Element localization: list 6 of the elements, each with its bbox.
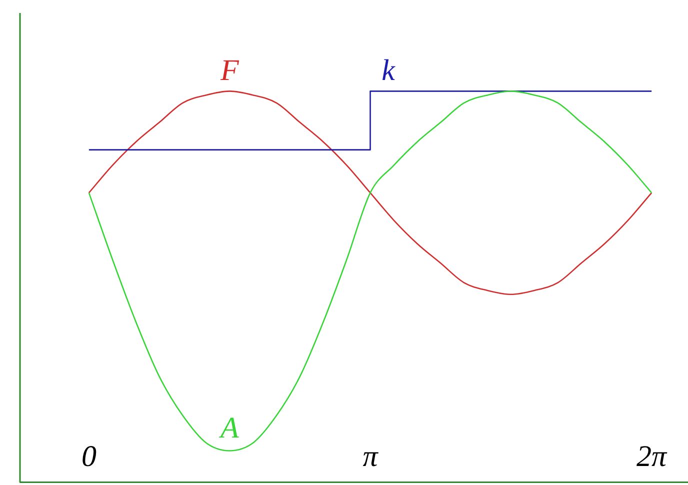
- series-label: k: [382, 54, 396, 88]
- x-tick-label: π: [362, 440, 379, 473]
- x-tick-label: 0: [81, 440, 96, 473]
- series-label: A: [218, 412, 240, 445]
- x-tick-label: 2π: [636, 440, 668, 473]
- series-label: F: [219, 54, 240, 88]
